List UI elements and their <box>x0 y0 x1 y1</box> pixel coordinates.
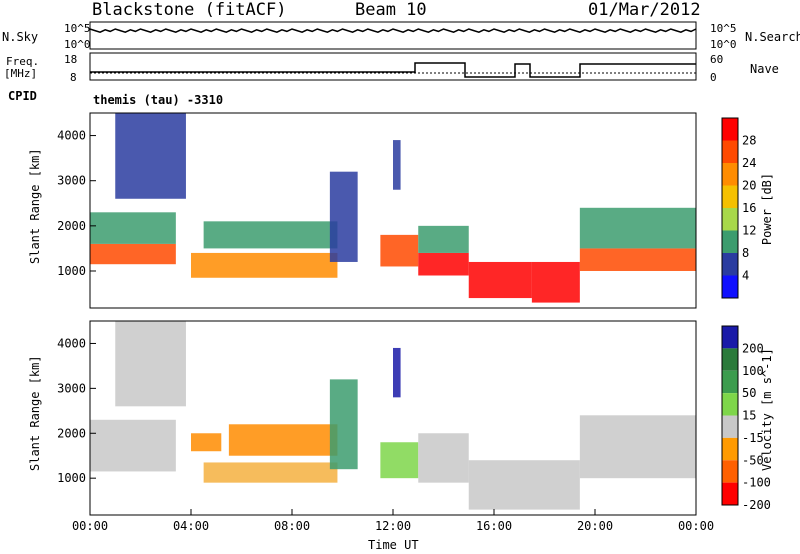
freq-line <box>90 62 696 78</box>
station-title: Blackstone (fitACF) <box>92 0 287 20</box>
cpid-value: themis (tau) -3310 <box>93 93 224 107</box>
nsky-tick-hi: 10^5 <box>64 22 91 35</box>
nsky-label: N.Sky <box>2 30 39 44</box>
power-ytick-label: 1000 <box>57 264 86 278</box>
power-colorbar-cell <box>722 275 738 298</box>
power-echo-band <box>579 207 696 249</box>
velocity-colorbar-tick: -15 <box>742 431 764 445</box>
power-ytick-label: 4000 <box>57 129 86 143</box>
x-tick-label: 20:00 <box>577 519 613 533</box>
velocity-colorbar-tick: -50 <box>742 453 764 467</box>
velocity-echo-band <box>468 460 580 510</box>
velocity-colorbar-tick: -200 <box>742 498 771 512</box>
velocity-ytick-label: 3000 <box>57 381 86 395</box>
velocity-echo-band <box>228 424 338 456</box>
x-tick-label: 04:00 <box>173 519 209 533</box>
velocity-ytick-label: 2000 <box>57 426 86 440</box>
power-echo-band <box>90 243 176 265</box>
x-tick-label: 12:00 <box>375 519 411 533</box>
freq-unit: [MHz] <box>4 67 38 80</box>
nave-label: Nave <box>750 62 779 76</box>
velocity-colorbar-cell <box>722 460 738 483</box>
power-colorbar-tick: 4 <box>742 269 749 283</box>
power-echo-band <box>468 261 532 299</box>
x-tick-label: 00:00 <box>678 519 714 533</box>
freq-label: Freq. <box>6 55 40 68</box>
power-colorbar-tick: 16 <box>742 201 756 215</box>
power-colorbar-tick: 20 <box>742 179 756 193</box>
power-echo-band <box>329 171 358 262</box>
nsky-panel <box>89 21 697 50</box>
nsky-tick-lo: 10^0 <box>64 38 91 51</box>
velocity-echo-band <box>329 379 358 470</box>
x-axis-label: Time UT <box>368 538 419 552</box>
velocity-echo-band <box>203 462 338 483</box>
velocity-echo-band <box>191 433 222 452</box>
freq-tick-hi: 18 <box>64 53 78 66</box>
cpid-label: CPID <box>8 89 37 103</box>
freq-panel <box>89 52 697 81</box>
nsearch-tick-lo: 10^0 <box>710 38 737 51</box>
velocity-echo-band <box>418 433 469 483</box>
velocity-colorbar-frame <box>721 325 739 506</box>
power-ytick-label: 2000 <box>57 219 86 233</box>
velocity-colorbar-cell <box>722 370 738 394</box>
nsearch-tick-hi: 10^5 <box>710 22 737 35</box>
power-colorbar-tick: 24 <box>742 156 756 170</box>
velocity-echo-band <box>90 419 176 472</box>
power-colorbar-cell <box>722 185 738 208</box>
power-panel-frame <box>89 112 697 309</box>
nave-tick-hi: 60 <box>710 53 724 66</box>
velocity-colorbar-cell <box>722 437 738 461</box>
velocity-colorbar-cell <box>722 348 738 371</box>
power-colorbar-tick: 8 <box>742 246 749 260</box>
power-echo-band <box>115 113 186 199</box>
power-echo-band <box>418 225 469 253</box>
freq-tick-lo: 8 <box>70 71 77 84</box>
velocity-echo-band <box>115 321 186 407</box>
power-echo-band <box>203 221 338 249</box>
velocity-colorbar-tick: 100 <box>742 364 764 378</box>
nsky-line <box>89 27 697 34</box>
x-tick-label: 08:00 <box>274 519 310 533</box>
power-echo-band <box>191 252 338 278</box>
power-colorbar-cell <box>722 163 738 186</box>
power-ytick-label: 3000 <box>57 174 86 188</box>
power-colorbar-cell <box>722 253 738 276</box>
velocity-colorbar-cell <box>722 415 738 438</box>
date-title: 01/Mar/2012 <box>588 0 701 20</box>
x-tick-label: 16:00 <box>476 519 512 533</box>
velocity-colorbar-cell <box>722 482 738 505</box>
velocity-colorbar-tick: 50 <box>742 386 756 400</box>
power-echo-band <box>393 140 401 190</box>
power-colorbar-cell <box>722 140 738 163</box>
x-tick-label: 00:00 <box>72 519 108 533</box>
power-colorbar-tick: 12 <box>742 224 756 238</box>
power-echo-band <box>90 212 176 244</box>
power-echo-band <box>418 252 469 276</box>
velocity-colorbar-cell <box>722 326 738 349</box>
velocity-ytick-label: 1000 <box>57 471 86 485</box>
velocity-echo-band <box>380 442 419 479</box>
velocity-echo-band <box>579 415 696 479</box>
power-colorbar-tick: 28 <box>742 134 756 148</box>
nave-tick-lo: 0 <box>710 71 717 84</box>
power-echo-band <box>531 261 580 303</box>
nsearch-label: N.Search <box>745 30 800 44</box>
velocity-echo-band <box>393 347 401 398</box>
velocity-colorbar-tick: -100 <box>742 476 771 490</box>
power-colorbar-frame <box>721 117 739 299</box>
velocity-ytick-label: 4000 <box>57 336 86 350</box>
power-colorbar-cell <box>722 230 738 253</box>
power-colorbar-cell <box>722 208 738 231</box>
power-colorbar-cell <box>722 118 738 141</box>
velocity-colorbar-cell <box>722 393 738 416</box>
beam-title: Beam 10 <box>355 0 427 20</box>
power-echo-band <box>579 248 696 271</box>
velocity-colorbar-tick: 15 <box>742 409 756 423</box>
power-echo-band <box>380 234 419 267</box>
velocity-colorbar-tick: 200 <box>742 341 764 355</box>
